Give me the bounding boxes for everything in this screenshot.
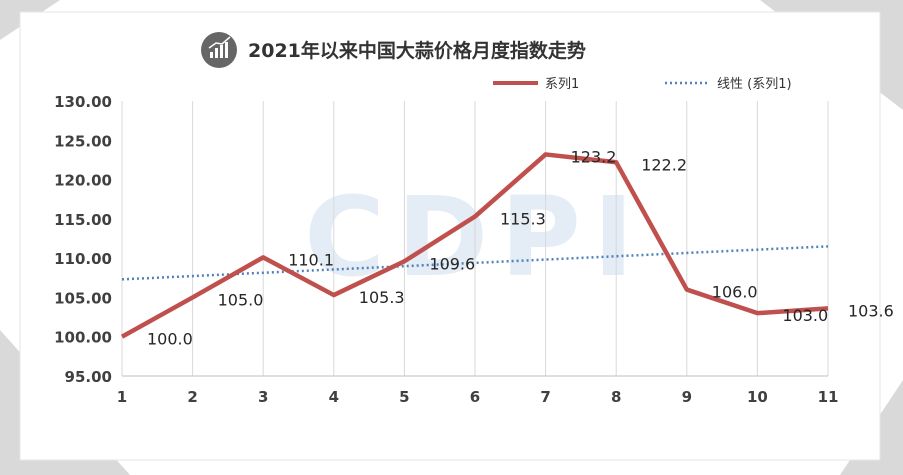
x-tick-label: 10 (747, 388, 768, 406)
x-tick-label: 11 (818, 388, 839, 406)
data-label: 105.0 (218, 290, 264, 309)
y-tick-label: 105.00 (54, 289, 112, 307)
chart-title: 2021年以来中国大蒜价格月度指数走势 (248, 39, 586, 62)
x-tick-label: 2 (187, 388, 197, 406)
x-tick-label: 8 (611, 388, 621, 406)
data-label: 103.0 (782, 306, 828, 325)
x-tick-label: 9 (682, 388, 692, 406)
x-tick-label: 3 (258, 388, 268, 406)
data-label: 105.3 (359, 288, 405, 307)
title-area: 2021年以来中国大蒜价格月度指数走势 (201, 32, 586, 68)
data-label: 122.2 (641, 155, 687, 174)
x-tick-label: 1 (117, 388, 127, 406)
legend-label-series1: 系列1 (545, 77, 579, 92)
data-label: 115.3 (500, 210, 546, 229)
chart-icon-glyph (208, 36, 231, 58)
data-labels: 100.0 105.0 110.1 105.3 109.6 115.3 123.2 122.2… (147, 147, 894, 348)
y-tick-label: 100.00 (54, 329, 112, 347)
x-tick-label: 6 (470, 388, 480, 406)
data-label: 100.0 (147, 330, 193, 349)
chart-icon (201, 32, 237, 68)
y-tick-label: 95.00 (65, 368, 112, 386)
axes: 95.00 100.00 105.00 110.00 115.00 120.00 125.0… (54, 93, 838, 406)
data-label: 103.6 (848, 301, 894, 320)
grid (121, 101, 829, 376)
x-tick-label: 4 (329, 388, 339, 406)
watermark: CDPI (304, 173, 646, 301)
data-label: 123.2 (571, 147, 617, 166)
data-label: 106.0 (712, 283, 758, 302)
legend: 系列1 线性 (系列1) (493, 77, 792, 92)
legend-label-trendline: 线性 (系列1) (717, 77, 792, 92)
y-tick-label: 115.00 (54, 211, 112, 229)
y-tick-label: 130.00 (54, 93, 112, 111)
x-tick-label: 5 (399, 388, 409, 406)
y-tick-label: 125.00 (54, 132, 112, 150)
data-label: 109.6 (429, 254, 475, 273)
data-label: 110.1 (288, 250, 334, 269)
x-tick-label: 7 (540, 388, 550, 406)
y-tick-label: 120.00 (54, 172, 112, 190)
y-tick-label: 110.00 (54, 250, 112, 268)
series (120, 152, 829, 339)
